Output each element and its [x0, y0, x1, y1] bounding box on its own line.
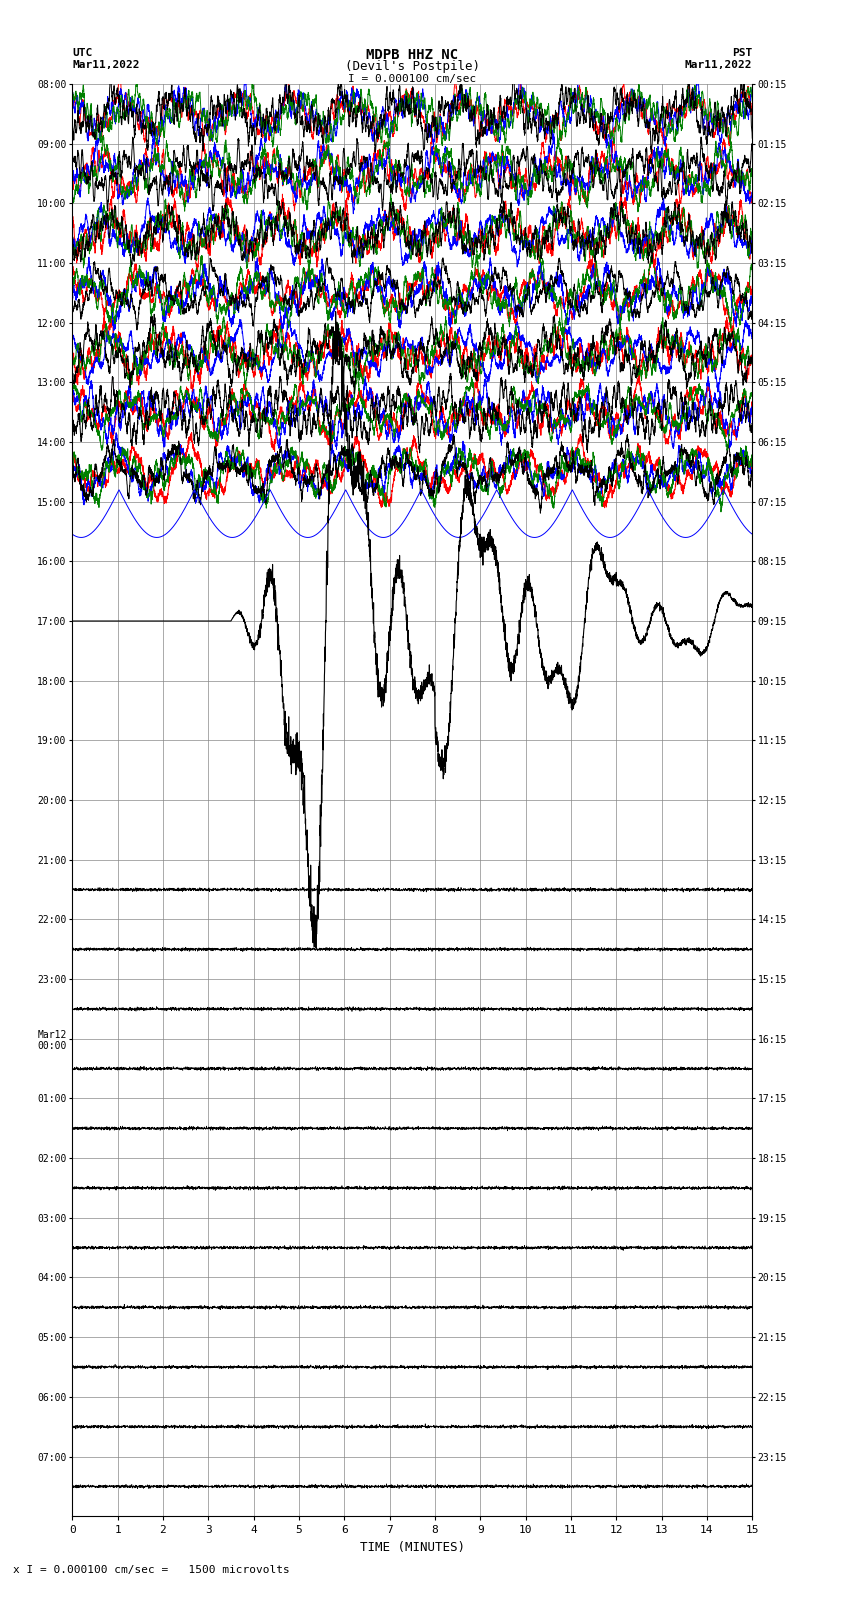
Text: I = 0.000100 cm/sec: I = 0.000100 cm/sec [348, 74, 476, 84]
Text: x I = 0.000100 cm/sec =   1500 microvolts: x I = 0.000100 cm/sec = 1500 microvolts [13, 1565, 290, 1574]
Text: PST: PST [732, 47, 752, 58]
X-axis label: TIME (MINUTES): TIME (MINUTES) [360, 1540, 465, 1553]
Text: Mar11,2022: Mar11,2022 [72, 60, 139, 71]
Text: Mar11,2022: Mar11,2022 [685, 60, 752, 71]
Text: MDPB HHZ NC: MDPB HHZ NC [366, 47, 458, 61]
Text: (Devil's Postpile): (Devil's Postpile) [345, 60, 479, 74]
Text: UTC: UTC [72, 47, 93, 58]
